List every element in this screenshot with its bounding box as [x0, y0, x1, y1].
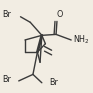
Text: Br: Br — [49, 78, 58, 87]
Text: NH$_2$: NH$_2$ — [73, 34, 90, 46]
Text: Br: Br — [3, 10, 12, 19]
Text: O: O — [56, 10, 63, 19]
Text: Br: Br — [2, 76, 11, 84]
